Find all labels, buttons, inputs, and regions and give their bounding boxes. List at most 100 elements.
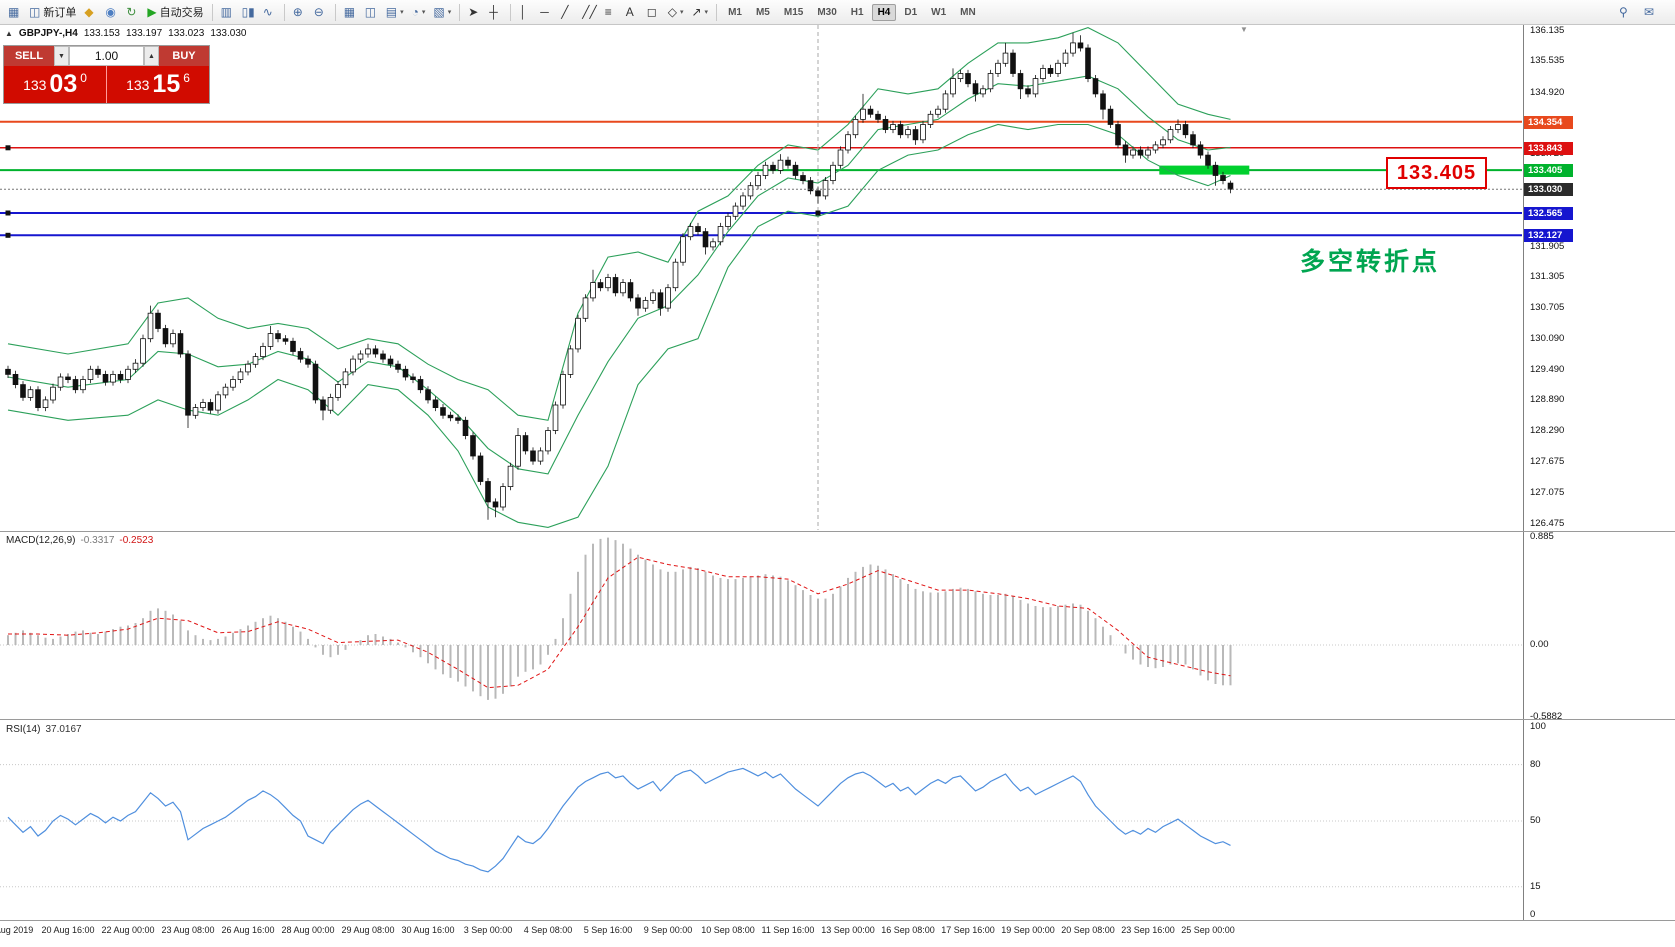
channel-icon: ╱╱	[582, 5, 597, 19]
toolbar-separator	[283, 3, 285, 21]
toolbar-arrows-button[interactable]: ↗ ▾	[687, 2, 712, 23]
toolbar-bar-chart-button[interactable]: ▥	[217, 2, 238, 23]
chart-window-icon: ▦	[8, 5, 20, 19]
profiles-icon: ◉	[105, 5, 116, 19]
toolbar-fibonacci-button[interactable]: ≡	[601, 2, 622, 23]
toolbar-channel-button[interactable]: ╱╱	[578, 2, 600, 23]
timeframe-w1[interactable]: W1	[925, 4, 952, 21]
panel-separator[interactable]	[0, 719, 1675, 720]
toolbar-grid-button[interactable]: ▦	[340, 2, 361, 23]
label-mn: MN	[960, 6, 976, 18]
toolbar-shapes-button[interactable]: ◇ ▾	[664, 2, 688, 23]
arrows-icon: ↗	[691, 5, 702, 19]
dropdown-caret-icon: ▾	[704, 9, 709, 16]
time-axis-label: 23 Sep 16:00	[1121, 925, 1175, 935]
buy-price-frac: 6	[183, 71, 190, 85]
price-tag-133.843: 133.843	[1524, 141, 1573, 155]
toolbar-chart-window-button[interactable]: ▦	[4, 2, 25, 23]
text-annotation[interactable]: 多空转折点	[1300, 248, 1441, 276]
label-m15: M15	[783, 6, 804, 18]
toolbar-search-button[interactable]: ⚲	[1615, 2, 1636, 23]
price-scale-label: 127.675	[1530, 456, 1565, 468]
main-chart-canvas[interactable]	[0, 25, 1522, 531]
toolbar-auto-trading-button[interactable]: ▶ 自动交易	[143, 2, 207, 23]
rsi-panel-canvas[interactable]	[0, 721, 1522, 919]
timeframe-m1[interactable]: M1	[722, 4, 748, 21]
buy-price[interactable]: 133 15 6	[106, 66, 209, 103]
price-scale[interactable]: 136.135135.535134.920133.720131.905131.3…	[1523, 25, 1675, 921]
panel-separator[interactable]	[0, 920, 1675, 921]
macd-value-signal: -0.2523	[119, 535, 154, 546]
label-new-order: 新订单	[43, 7, 77, 19]
toolbar-new-order-button[interactable]: ◫ 新订单	[25, 2, 80, 23]
toolbar-periods-button[interactable]: ◔ ▾	[408, 2, 430, 23]
macd-panel-canvas[interactable]	[0, 532, 1522, 719]
volume-input[interactable]	[69, 46, 144, 66]
timeframe-mn[interactable]: MN	[954, 4, 982, 21]
object-selection-handle[interactable]	[5, 232, 11, 238]
toolbar-horizontal-line-button[interactable]: ─	[536, 2, 557, 23]
toolbar-cursor-button[interactable]: ➤	[464, 2, 485, 23]
support-zone-bar[interactable]	[1159, 165, 1250, 175]
timeframe-m5[interactable]: M5	[750, 4, 776, 21]
toolbar-text-label-button[interactable]: ◻	[643, 2, 664, 23]
toolbar-tile-windows-button[interactable]: ◫	[361, 2, 382, 23]
text-icon: A	[625, 5, 634, 19]
sell-price-pips: 03	[49, 70, 78, 98]
toolbar-community-button[interactable]: ✉	[1640, 2, 1661, 23]
toolbar-zoom-in-button[interactable]: ⊕	[289, 2, 310, 23]
toolbar-profiles-button[interactable]: ◉	[101, 2, 122, 23]
label-m5: M5	[755, 6, 770, 18]
object-selection-handle[interactable]	[5, 145, 11, 151]
time-axis-label: 20 Aug 16:00	[41, 925, 95, 935]
dropdown-caret-icon: ▾	[679, 9, 684, 16]
toolbar-crosshair-button[interactable]: ┼	[485, 2, 506, 23]
caret-down-icon: ▼	[58, 52, 65, 60]
periods-icon: ◔	[411, 5, 419, 19]
price-scale-label: 128.290	[1530, 425, 1565, 437]
object-selection-handle[interactable]	[5, 210, 11, 216]
rsi-scale-label: 80	[1530, 758, 1541, 770]
toolbar: ▦ ◫ 新订单 ◆ ◉ ↻ ▶ 自动交易 ▥ ▯▮ ∿ ⊕ ⊖ ▦ ◫ ▤ ▾ ◔ ▾ ▧ ▾ ➤ ┼ │ ─ ╱ ╱╱ ≡ A ◻ ◇ ▾ ↗…	[0, 0, 1675, 25]
panel-separator[interactable]	[0, 531, 1675, 532]
sell-button[interactable]: SELL	[4, 46, 54, 66]
toolbar-zoom-out-button[interactable]: ⊖	[310, 2, 331, 23]
timeframe-m30[interactable]: M30	[811, 4, 842, 21]
toolbar-indicators-button[interactable]: ◆	[80, 2, 101, 23]
time-axis-label: 25 Sep 00:00	[1181, 925, 1235, 935]
toolbar-left: ▦ ◫ 新订单 ◆ ◉ ↻ ▶ 自动交易 ▥ ▯▮ ∿ ⊕ ⊖ ▦ ◫ ▤ ▾ ◔ ▾ ▧ ▾ ➤ ┼ │ ─ ╱ ╱╱ ≡ A ◻ ◇ ▾ ↗…	[4, 2, 983, 23]
timeframe-h4[interactable]: H4	[871, 3, 897, 21]
time-axis-label: 16 Sep 08:00	[881, 925, 935, 935]
timeframe-m15[interactable]: M15	[778, 4, 809, 21]
time-axis[interactable]: 19 Aug 2019 20 Aug 16:00 22 Aug 00:00 23 Au…	[0, 921, 1523, 947]
rsi-scale-label: 50	[1530, 815, 1541, 826]
timeframe-h1[interactable]: H1	[845, 4, 870, 21]
toolbar-line-chart-button[interactable]: ∿	[259, 2, 280, 23]
label-d1: D1	[904, 6, 918, 18]
time-axis-label: 4 Sep 08:00	[523, 925, 573, 935]
toolbar-candlestick-chart-button[interactable]: ▯▮	[238, 2, 259, 23]
horizontal-line-icon: ─	[540, 5, 549, 19]
price-tag-132.127: 132.127	[1524, 229, 1573, 243]
toolbar-refresh-button[interactable]: ↻	[122, 2, 143, 23]
time-axis-label: 5 Sep 16:00	[583, 925, 633, 935]
toolbar-new-chart-button[interactable]: ▤ ▾	[382, 2, 408, 23]
price-tag-132.565: 132.565	[1524, 206, 1573, 220]
rsi-indicator-label: RSI(14) 37.0167	[6, 724, 82, 735]
toolbar-text-button[interactable]: A	[622, 2, 643, 23]
toolbar-vertical-line-button[interactable]: │	[515, 2, 536, 23]
sell-price[interactable]: 133 03 0	[4, 66, 106, 103]
label-h1: H1	[850, 6, 864, 18]
object-selection-handle[interactable]	[815, 210, 821, 216]
toolbar-templates-button[interactable]: ▧ ▾	[429, 2, 455, 23]
buy-button[interactable]: BUY	[159, 46, 209, 66]
macd-scale-label: 0.885	[1530, 531, 1554, 543]
collapse-quote-icon[interactable]: ▲	[5, 29, 13, 38]
volume-increase-button[interactable]: ▲	[144, 46, 159, 66]
toolbar-trendline-button[interactable]: ╱	[557, 2, 578, 23]
timeframe-d1[interactable]: D1	[898, 4, 923, 21]
price-annotation-box[interactable]: 133.405	[1386, 157, 1487, 189]
volume-decrease-button[interactable]: ▼	[54, 46, 69, 66]
